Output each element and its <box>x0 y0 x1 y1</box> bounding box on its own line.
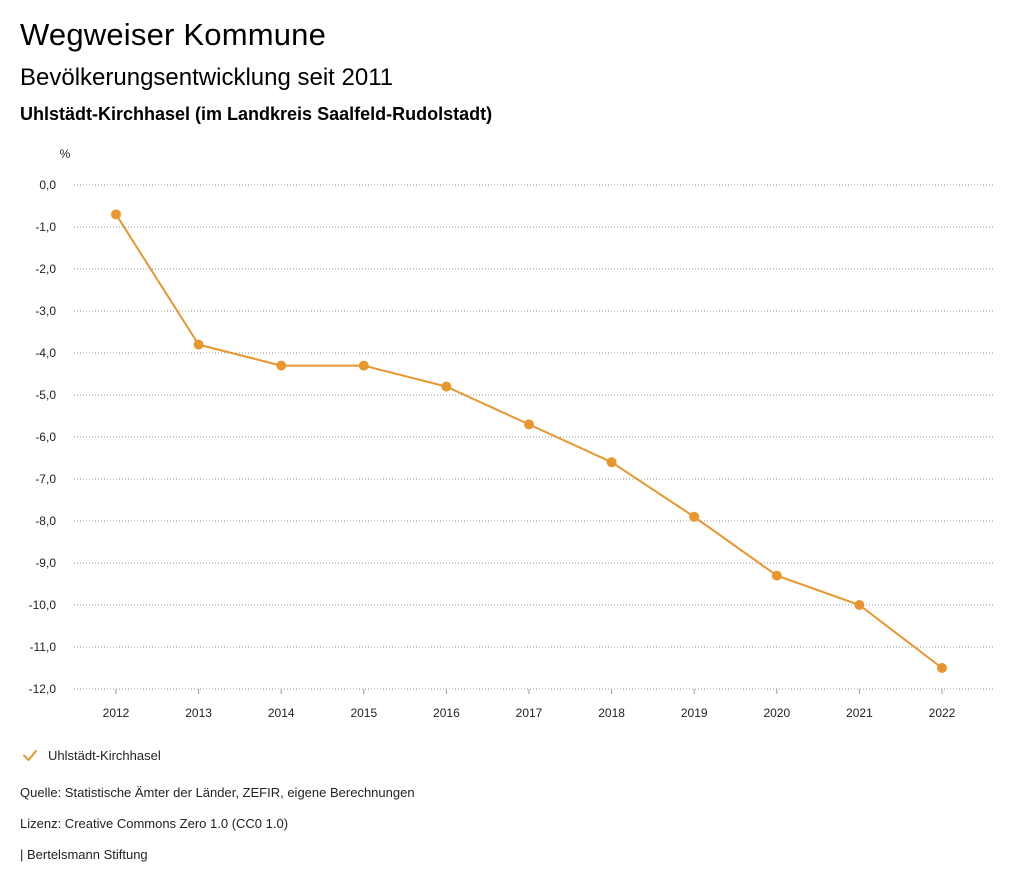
y-tick-label: -1,0 <box>35 220 56 234</box>
x-tick-label: 2017 <box>516 706 543 720</box>
data-point <box>276 360 287 371</box>
publisher-note: | Bertelsmann Stiftung <box>20 847 148 862</box>
x-tick-label: 2012 <box>103 706 130 720</box>
check-icon <box>23 750 37 761</box>
x-tick-label: 2016 <box>433 706 460 720</box>
x-tick-label: 2019 <box>681 706 708 720</box>
legend-item-uhlstaedt-kirchhasel[interactable]: Uhlstädt-Kirchhasel <box>20 744 161 766</box>
y-tick-label: 0,0 <box>39 178 56 192</box>
y-tick-label: -4,0 <box>35 346 56 360</box>
y-tick-label: -6,0 <box>35 430 56 444</box>
x-tick-label: 2020 <box>763 706 790 720</box>
line-chart: % 0,0 -1,0 -2,0 -3,0 -4,0 -5,0 -6,0 -7,0 -8,0 -9,0… <box>29 147 994 720</box>
legend-label: Uhlstädt-Kirchhasel <box>48 747 161 763</box>
data-point <box>193 339 204 350</box>
x-tick-label: 2018 <box>598 706 625 720</box>
data-point <box>111 209 121 220</box>
region-name: Uhlstädt-Kirchhasel (im Landkreis Saalfe… <box>20 104 493 124</box>
source-note: Quelle: Statistische Ämter der Länder, Z… <box>20 785 415 800</box>
data-point <box>606 457 617 468</box>
data-point <box>524 419 534 430</box>
y-tick-label: -9,0 <box>35 556 56 570</box>
y-tick-label: -2,0 <box>35 262 56 276</box>
data-point <box>358 360 369 371</box>
license-note: Lizenz: Creative Commons Zero 1.0 (CC0 1… <box>20 816 289 831</box>
y-tick-label: -5,0 <box>35 388 56 402</box>
data-point <box>441 381 452 392</box>
y-tick-label: -12,0 <box>29 682 57 696</box>
y-tick-label: -8,0 <box>35 514 56 528</box>
x-tick-label: 2021 <box>846 706 873 720</box>
x-tick-label: 2014 <box>268 706 295 720</box>
data-point <box>854 600 865 610</box>
x-tick-label: 2013 <box>185 706 212 720</box>
data-point <box>937 663 947 673</box>
y-axis-unit-label: % <box>60 147 71 161</box>
x-tick-label: 2022 <box>929 706 956 720</box>
series-line <box>115 213 943 669</box>
data-point <box>689 511 700 522</box>
x-tick-label: 2015 <box>350 706 377 720</box>
chart-subtitle: Bevölkerungsentwicklung seit 2011 <box>20 64 394 91</box>
y-tick-label: -3,0 <box>35 304 56 318</box>
page-title: Wegweiser Kommune <box>20 17 327 52</box>
y-tick-label: -11,0 <box>30 640 57 654</box>
y-tick-label: -7,0 <box>35 472 56 486</box>
data-point <box>771 570 782 581</box>
y-tick-label: -10,0 <box>29 598 57 612</box>
